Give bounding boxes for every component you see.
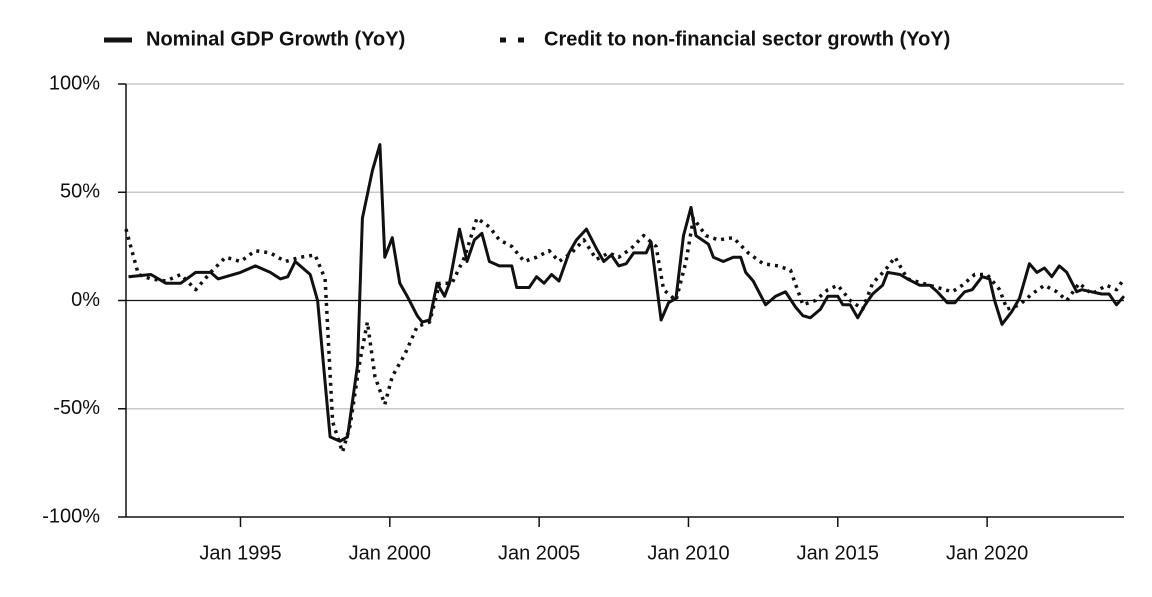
series-line xyxy=(124,216,1126,454)
series-line xyxy=(128,143,1126,443)
x-tick-label: Jan 2000 xyxy=(349,542,431,564)
y-tick-label: -50% xyxy=(53,397,100,419)
x-tick-label: Jan 2015 xyxy=(797,542,879,564)
x-tick-label: Jan 1995 xyxy=(199,542,281,564)
y-tick-label: 100% xyxy=(49,72,100,94)
y-tick-label: -100% xyxy=(42,505,100,527)
legend-label: Credit to non-financial sector growth (Y… xyxy=(544,28,950,50)
y-tick-label: 0% xyxy=(71,289,100,311)
x-tick-label: Jan 2005 xyxy=(498,542,580,564)
legend-label: Nominal GDP Growth (YoY) xyxy=(146,28,405,50)
x-tick-label: Jan 2020 xyxy=(946,542,1028,564)
y-tick-label: 50% xyxy=(60,181,100,203)
x-tick-label: Jan 2010 xyxy=(647,542,729,564)
